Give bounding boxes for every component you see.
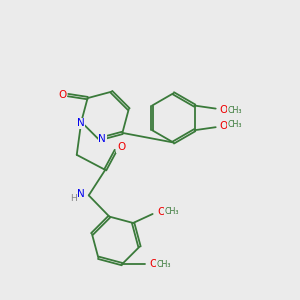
Text: O: O (157, 208, 165, 218)
Text: N: N (77, 118, 85, 128)
Text: N: N (77, 189, 85, 199)
Text: O: O (149, 259, 157, 269)
Text: CH₃: CH₃ (165, 207, 179, 216)
Text: H: H (70, 194, 76, 203)
Text: N: N (98, 134, 106, 144)
Text: O: O (58, 90, 67, 100)
Text: O: O (117, 142, 125, 152)
Text: CH₃: CH₃ (157, 260, 171, 268)
Text: O: O (219, 121, 227, 131)
Text: O: O (219, 105, 227, 115)
Text: CH₃: CH₃ (227, 120, 242, 129)
Text: CH₃: CH₃ (227, 106, 242, 116)
